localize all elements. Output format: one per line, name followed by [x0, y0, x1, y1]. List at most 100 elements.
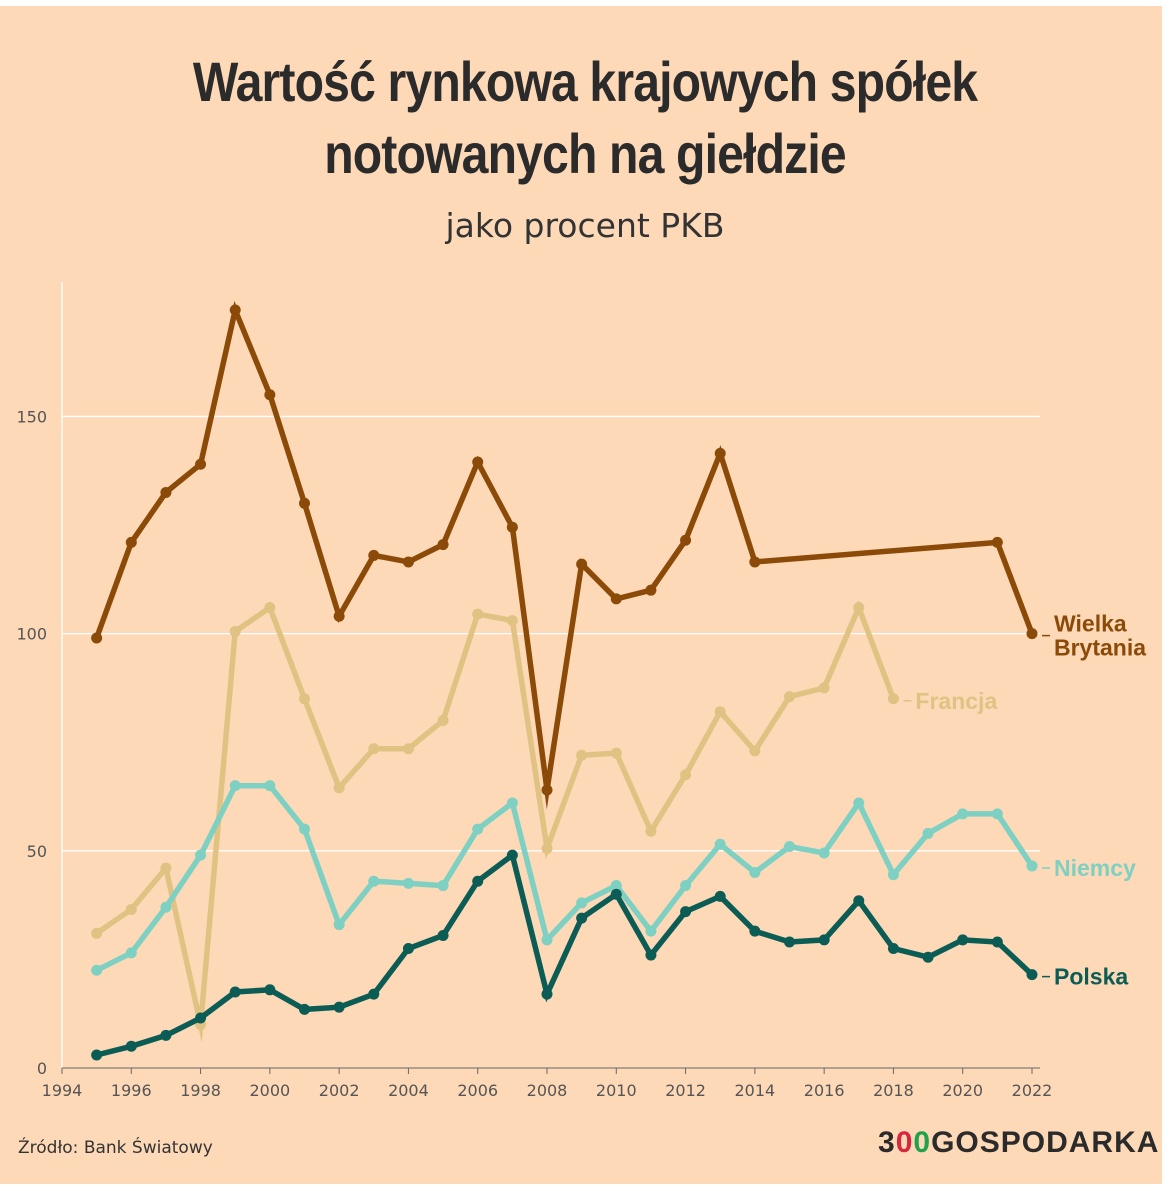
data-point — [991, 936, 1003, 948]
series-niemcy — [91, 780, 1038, 976]
data-point — [680, 880, 692, 892]
chart-subtitle: jako procent PKB — [445, 206, 725, 245]
series-wielka-brytania — [91, 300, 1038, 810]
data-point — [749, 745, 761, 757]
data-point — [125, 903, 137, 915]
data-point — [437, 539, 449, 551]
data-point — [333, 1001, 345, 1013]
x-tick-label: 1996 — [111, 1081, 152, 1100]
data-point — [437, 880, 449, 892]
data-point — [160, 901, 172, 913]
x-tick-label: 2000 — [249, 1081, 290, 1100]
logo-o-green: 0 — [913, 1126, 932, 1159]
axes: 0 50 100 150 1994 1996 1998 2000 2002 2004 2006 200… — [16, 282, 1052, 1100]
data-point — [299, 497, 310, 509]
series-line — [93, 600, 897, 1043]
title-line-2: notowanych na giełdzie — [324, 122, 846, 185]
series-group — [91, 300, 1038, 1061]
y-tick-label: 50 — [27, 842, 47, 861]
data-point — [887, 943, 899, 955]
data-point — [368, 988, 380, 1000]
data-point — [472, 608, 484, 620]
data-point — [541, 843, 553, 855]
data-point — [229, 304, 241, 316]
data-point — [610, 747, 622, 759]
data-point — [299, 1003, 310, 1015]
data-point — [91, 927, 103, 939]
data-point — [402, 743, 414, 755]
data-point — [610, 888, 622, 900]
data-point — [576, 558, 588, 570]
series-line — [93, 850, 1035, 1058]
data-point — [853, 895, 865, 907]
data-point — [1026, 628, 1038, 640]
data-point — [576, 912, 588, 924]
data-point — [541, 934, 553, 946]
data-point — [714, 838, 726, 850]
data-point — [610, 880, 622, 892]
data-point — [506, 797, 518, 809]
series-label: Niemcy — [1054, 855, 1136, 881]
data-point — [957, 934, 969, 946]
series-label: Polska — [1054, 964, 1128, 990]
chart-title: Wartość rynkowa krajowych spółek notowan… — [82, 46, 1088, 190]
data-point — [195, 1012, 207, 1024]
x-tick-label: 2014 — [734, 1081, 775, 1100]
data-point — [195, 849, 207, 861]
data-point — [264, 389, 276, 401]
data-point — [645, 949, 657, 961]
data-point — [749, 925, 761, 937]
data-point — [1026, 860, 1038, 872]
data-point — [645, 925, 657, 937]
data-point — [125, 947, 137, 959]
data-point — [91, 632, 103, 644]
data-point — [264, 602, 276, 614]
data-point — [333, 610, 345, 622]
source-note: Źródło: Bank Światowy — [18, 1138, 213, 1158]
data-point — [472, 823, 484, 835]
x-tick-label: 2016 — [804, 1081, 845, 1100]
series-polska — [91, 849, 1038, 1061]
logo-o-red: 0 — [895, 1126, 914, 1159]
data-point — [991, 536, 1003, 548]
data-point — [680, 534, 692, 546]
x-tick-label: 2012 — [665, 1081, 706, 1100]
x-tick-label: 1994 — [42, 1081, 83, 1100]
data-point — [264, 780, 276, 792]
data-point — [784, 840, 795, 852]
data-point — [333, 782, 345, 794]
data-point — [472, 456, 484, 468]
logo-prefix: 3 — [878, 1126, 896, 1159]
data-point — [299, 823, 310, 835]
y-tick-label: 100 — [16, 625, 47, 644]
data-point — [368, 549, 380, 561]
data-point — [368, 875, 380, 887]
data-point — [91, 1049, 103, 1061]
data-point — [749, 556, 761, 568]
series-label: Francja — [915, 688, 997, 714]
data-point — [714, 706, 726, 718]
data-point — [818, 682, 830, 694]
data-point — [818, 847, 830, 859]
data-point — [922, 951, 934, 963]
data-point — [91, 964, 103, 976]
data-point — [264, 984, 276, 996]
x-tick-label: 2010 — [596, 1081, 637, 1100]
data-point — [991, 808, 1003, 820]
data-point — [818, 934, 830, 946]
y-tick-label: 0 — [37, 1059, 47, 1078]
data-point — [506, 849, 518, 861]
data-point — [922, 827, 934, 839]
series-label: Wielka — [1054, 611, 1127, 637]
x-tick-label: 2020 — [942, 1081, 983, 1100]
series-francja — [91, 600, 899, 1043]
data-point — [957, 808, 969, 820]
data-point — [437, 714, 449, 726]
series-label: Brytania — [1054, 635, 1146, 661]
data-point — [887, 869, 899, 881]
gridlines — [62, 415, 1040, 852]
data-point — [887, 693, 899, 705]
x-tick-label: 2018 — [873, 1081, 914, 1100]
series-line — [93, 782, 1035, 974]
data-point — [368, 743, 380, 755]
